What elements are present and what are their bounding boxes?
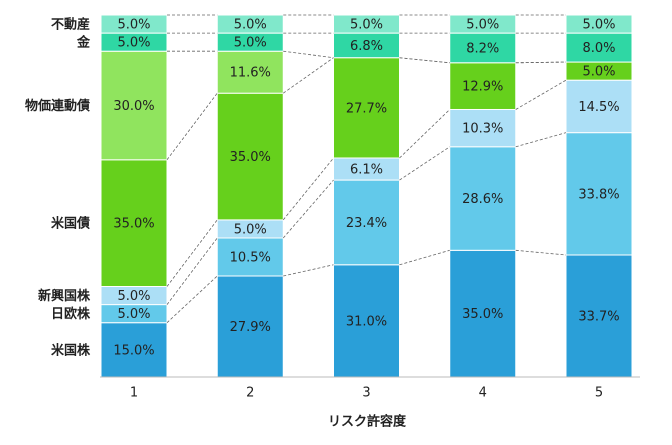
data-label: 8.2% xyxy=(466,41,499,56)
series-label: 米国債 xyxy=(51,216,90,232)
bar-segment xyxy=(100,50,168,161)
connector xyxy=(399,109,451,159)
connector xyxy=(166,219,218,287)
data-label: 15.0% xyxy=(113,343,154,358)
connector xyxy=(515,79,567,110)
connector xyxy=(283,57,334,94)
x-tick-label: 3 xyxy=(362,386,370,401)
data-label: 30.0% xyxy=(113,99,154,114)
series-label: 金 xyxy=(76,35,91,51)
x-tick-label: 2 xyxy=(246,386,254,401)
bar-segment xyxy=(216,92,284,221)
x-tick-label: 4 xyxy=(479,386,487,401)
bar-segment xyxy=(333,14,400,34)
bar-segment xyxy=(565,132,633,256)
series-label: 米国株 xyxy=(51,342,91,358)
data-label: 31.0% xyxy=(346,314,387,329)
bar-segment xyxy=(449,108,517,148)
data-label: 11.6% xyxy=(230,66,271,81)
bar-segment xyxy=(565,14,633,34)
x-tick-label: 1 xyxy=(130,386,138,401)
data-label: 6.8% xyxy=(350,39,383,54)
bar-segment xyxy=(100,322,168,378)
data-label: 14.5% xyxy=(578,100,619,115)
bar-segment xyxy=(216,237,284,277)
connector xyxy=(399,146,450,181)
data-label: 35.0% xyxy=(113,217,154,232)
data-label: 8.0% xyxy=(582,41,615,56)
connector xyxy=(166,92,218,161)
bar-segment xyxy=(216,14,284,34)
bar-segment xyxy=(449,14,517,34)
bar-segment xyxy=(565,79,633,134)
data-label: 5.0% xyxy=(117,36,150,51)
data-label: 5.0% xyxy=(117,307,150,322)
data-label: 5.0% xyxy=(234,222,267,237)
data-label: 6.1% xyxy=(350,163,383,178)
series-label: 不動産 xyxy=(51,17,90,33)
data-label: 10.5% xyxy=(230,250,271,265)
bar-segment xyxy=(100,159,168,287)
connector xyxy=(282,179,334,239)
data-label: 27.9% xyxy=(230,320,271,335)
x-tick-label: 5 xyxy=(595,386,603,401)
connector xyxy=(399,57,450,64)
data-label: 5.0% xyxy=(234,18,267,33)
bar-segment xyxy=(449,62,517,110)
x-axis-title: リスク許容度 xyxy=(328,414,407,430)
data-label: 5.0% xyxy=(582,65,615,80)
connector xyxy=(515,61,567,64)
bar-segment xyxy=(333,57,400,159)
series-label: 日欧株 xyxy=(51,306,91,322)
data-label: 33.7% xyxy=(578,310,619,325)
data-label: 35.0% xyxy=(230,150,271,165)
data-label: 5.0% xyxy=(350,18,383,33)
bar-segment xyxy=(449,32,517,64)
data-label: 5.0% xyxy=(582,18,615,33)
connector xyxy=(515,132,567,148)
bar-segment xyxy=(449,249,517,378)
series-label: 新興国株 xyxy=(38,288,91,304)
series-label: 物価連動債 xyxy=(25,98,90,114)
bar-segment xyxy=(333,179,400,266)
data-label: 5.0% xyxy=(234,36,267,51)
connector xyxy=(283,50,334,59)
data-label: 23.4% xyxy=(346,216,387,231)
data-label: 27.7% xyxy=(346,101,387,116)
bar-segment xyxy=(449,146,517,251)
connector xyxy=(166,237,218,305)
data-label: 12.9% xyxy=(462,80,503,95)
connector xyxy=(283,264,334,277)
data-label: 5.0% xyxy=(117,18,150,33)
data-label: 28.6% xyxy=(462,192,503,207)
data-label: 10.3% xyxy=(462,122,503,137)
connector xyxy=(399,249,450,266)
connector xyxy=(166,275,218,323)
data-label: 5.0% xyxy=(117,289,150,304)
connector xyxy=(282,157,334,221)
data-label: 33.8% xyxy=(578,187,619,202)
data-label: 5.0% xyxy=(466,18,499,33)
bar-segment xyxy=(100,14,168,34)
bar-segment xyxy=(333,264,400,378)
connector xyxy=(515,249,567,256)
data-label: 35.0% xyxy=(462,307,503,322)
